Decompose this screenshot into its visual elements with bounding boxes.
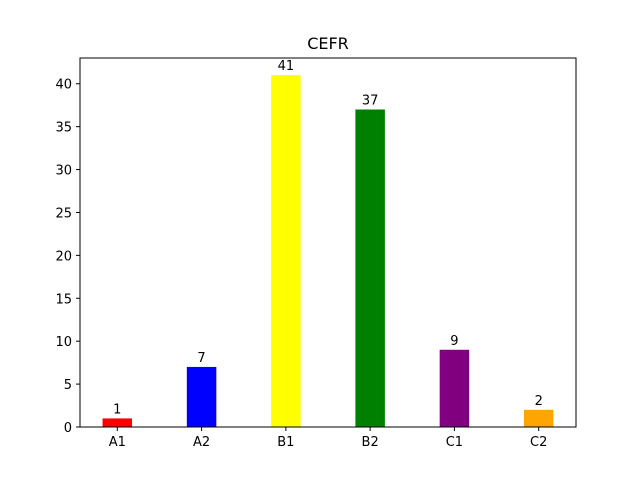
y-tick-label-10: 10	[55, 335, 72, 350]
bar-labels-group: 1 7 41 37 9 2	[113, 59, 543, 417]
y-tick-label-20: 20	[55, 249, 72, 264]
bar-value-label-a1: 1	[113, 402, 121, 417]
x-tick-label-b2: B2	[362, 435, 379, 450]
y-axis: 0 5 10 15 20 25 30 35 40	[55, 78, 80, 436]
bar-c2	[523, 409, 554, 427]
bar-value-label-a2: 7	[197, 351, 205, 366]
bar-a2	[186, 366, 217, 427]
x-axis: A1 A2 B1 B2 C1 C2	[109, 427, 547, 450]
y-tick-label-40: 40	[55, 78, 72, 93]
bar-value-label-b1: 41	[278, 59, 295, 74]
y-tick-label-30: 30	[55, 164, 72, 179]
x-tick-label-c1: C1	[446, 435, 463, 450]
y-tick-label-5: 5	[64, 378, 72, 393]
bar-a1	[102, 418, 133, 427]
bar-b1	[271, 75, 301, 428]
plot-frame	[79, 57, 577, 428]
bars-group	[102, 75, 554, 428]
y-tick-label-25: 25	[55, 206, 72, 221]
bar-value-label-c1: 9	[450, 334, 458, 349]
x-tick-label-b1: B1	[277, 435, 294, 450]
y-tick-label-15: 15	[55, 292, 72, 307]
bar-value-label-b2: 37	[362, 93, 379, 108]
y-tick-label-0: 0	[64, 421, 72, 436]
bar-c1	[439, 349, 470, 427]
y-tick-label-35: 35	[55, 121, 72, 136]
bar-b2	[355, 109, 385, 427]
x-tick-label-a1: A1	[109, 435, 126, 450]
chart-title: CEFR	[307, 34, 349, 53]
x-tick-label-a2: A2	[193, 435, 210, 450]
bar-value-label-c2: 2	[535, 394, 543, 409]
x-tick-label-c2: C2	[530, 435, 547, 450]
